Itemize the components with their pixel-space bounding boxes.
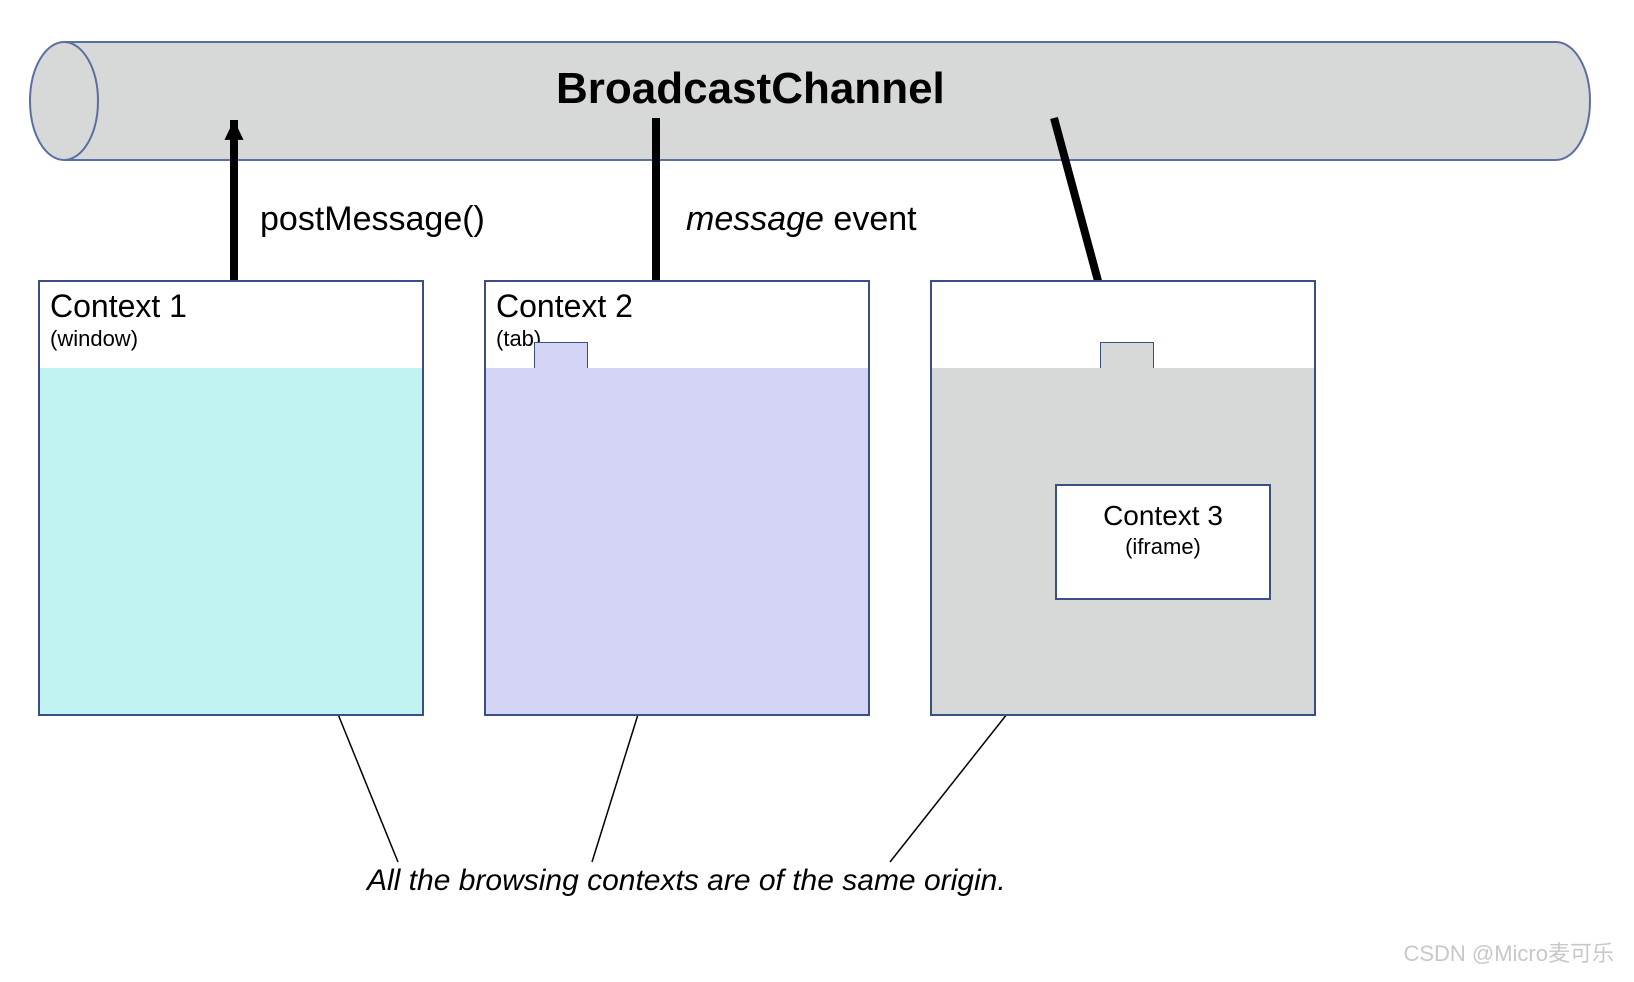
context-fill-ctx1	[40, 368, 422, 714]
diagram-stage: BroadcastChannel postMessage() message e…	[0, 0, 1634, 982]
context-fill-ctx2	[486, 368, 868, 714]
context-title-ctx2: Context 2	[496, 288, 633, 325]
message-event-suffix: event	[824, 200, 917, 238]
footnote-label: All the browsing contexts are of the sam…	[367, 864, 1006, 898]
message-event-label: message event	[686, 200, 917, 239]
nested-context-box: Context 3(iframe)	[1055, 484, 1271, 600]
postmessage-label: postMessage()	[260, 200, 485, 239]
nested-context-title: Context 3	[1057, 500, 1269, 532]
context-tab-ctx-outer3	[1100, 342, 1154, 368]
message-event-italic: message	[686, 200, 824, 238]
context-title-ctx1: Context 1	[50, 288, 187, 325]
channel-title: BroadcastChannel	[556, 64, 945, 114]
context-subtitle-ctx1: (window)	[50, 326, 138, 352]
nested-context-subtitle: (iframe)	[1057, 534, 1269, 560]
watermark: CSDN @Micro麦可乐	[1403, 936, 1614, 968]
context-tab-ctx2	[534, 342, 588, 368]
